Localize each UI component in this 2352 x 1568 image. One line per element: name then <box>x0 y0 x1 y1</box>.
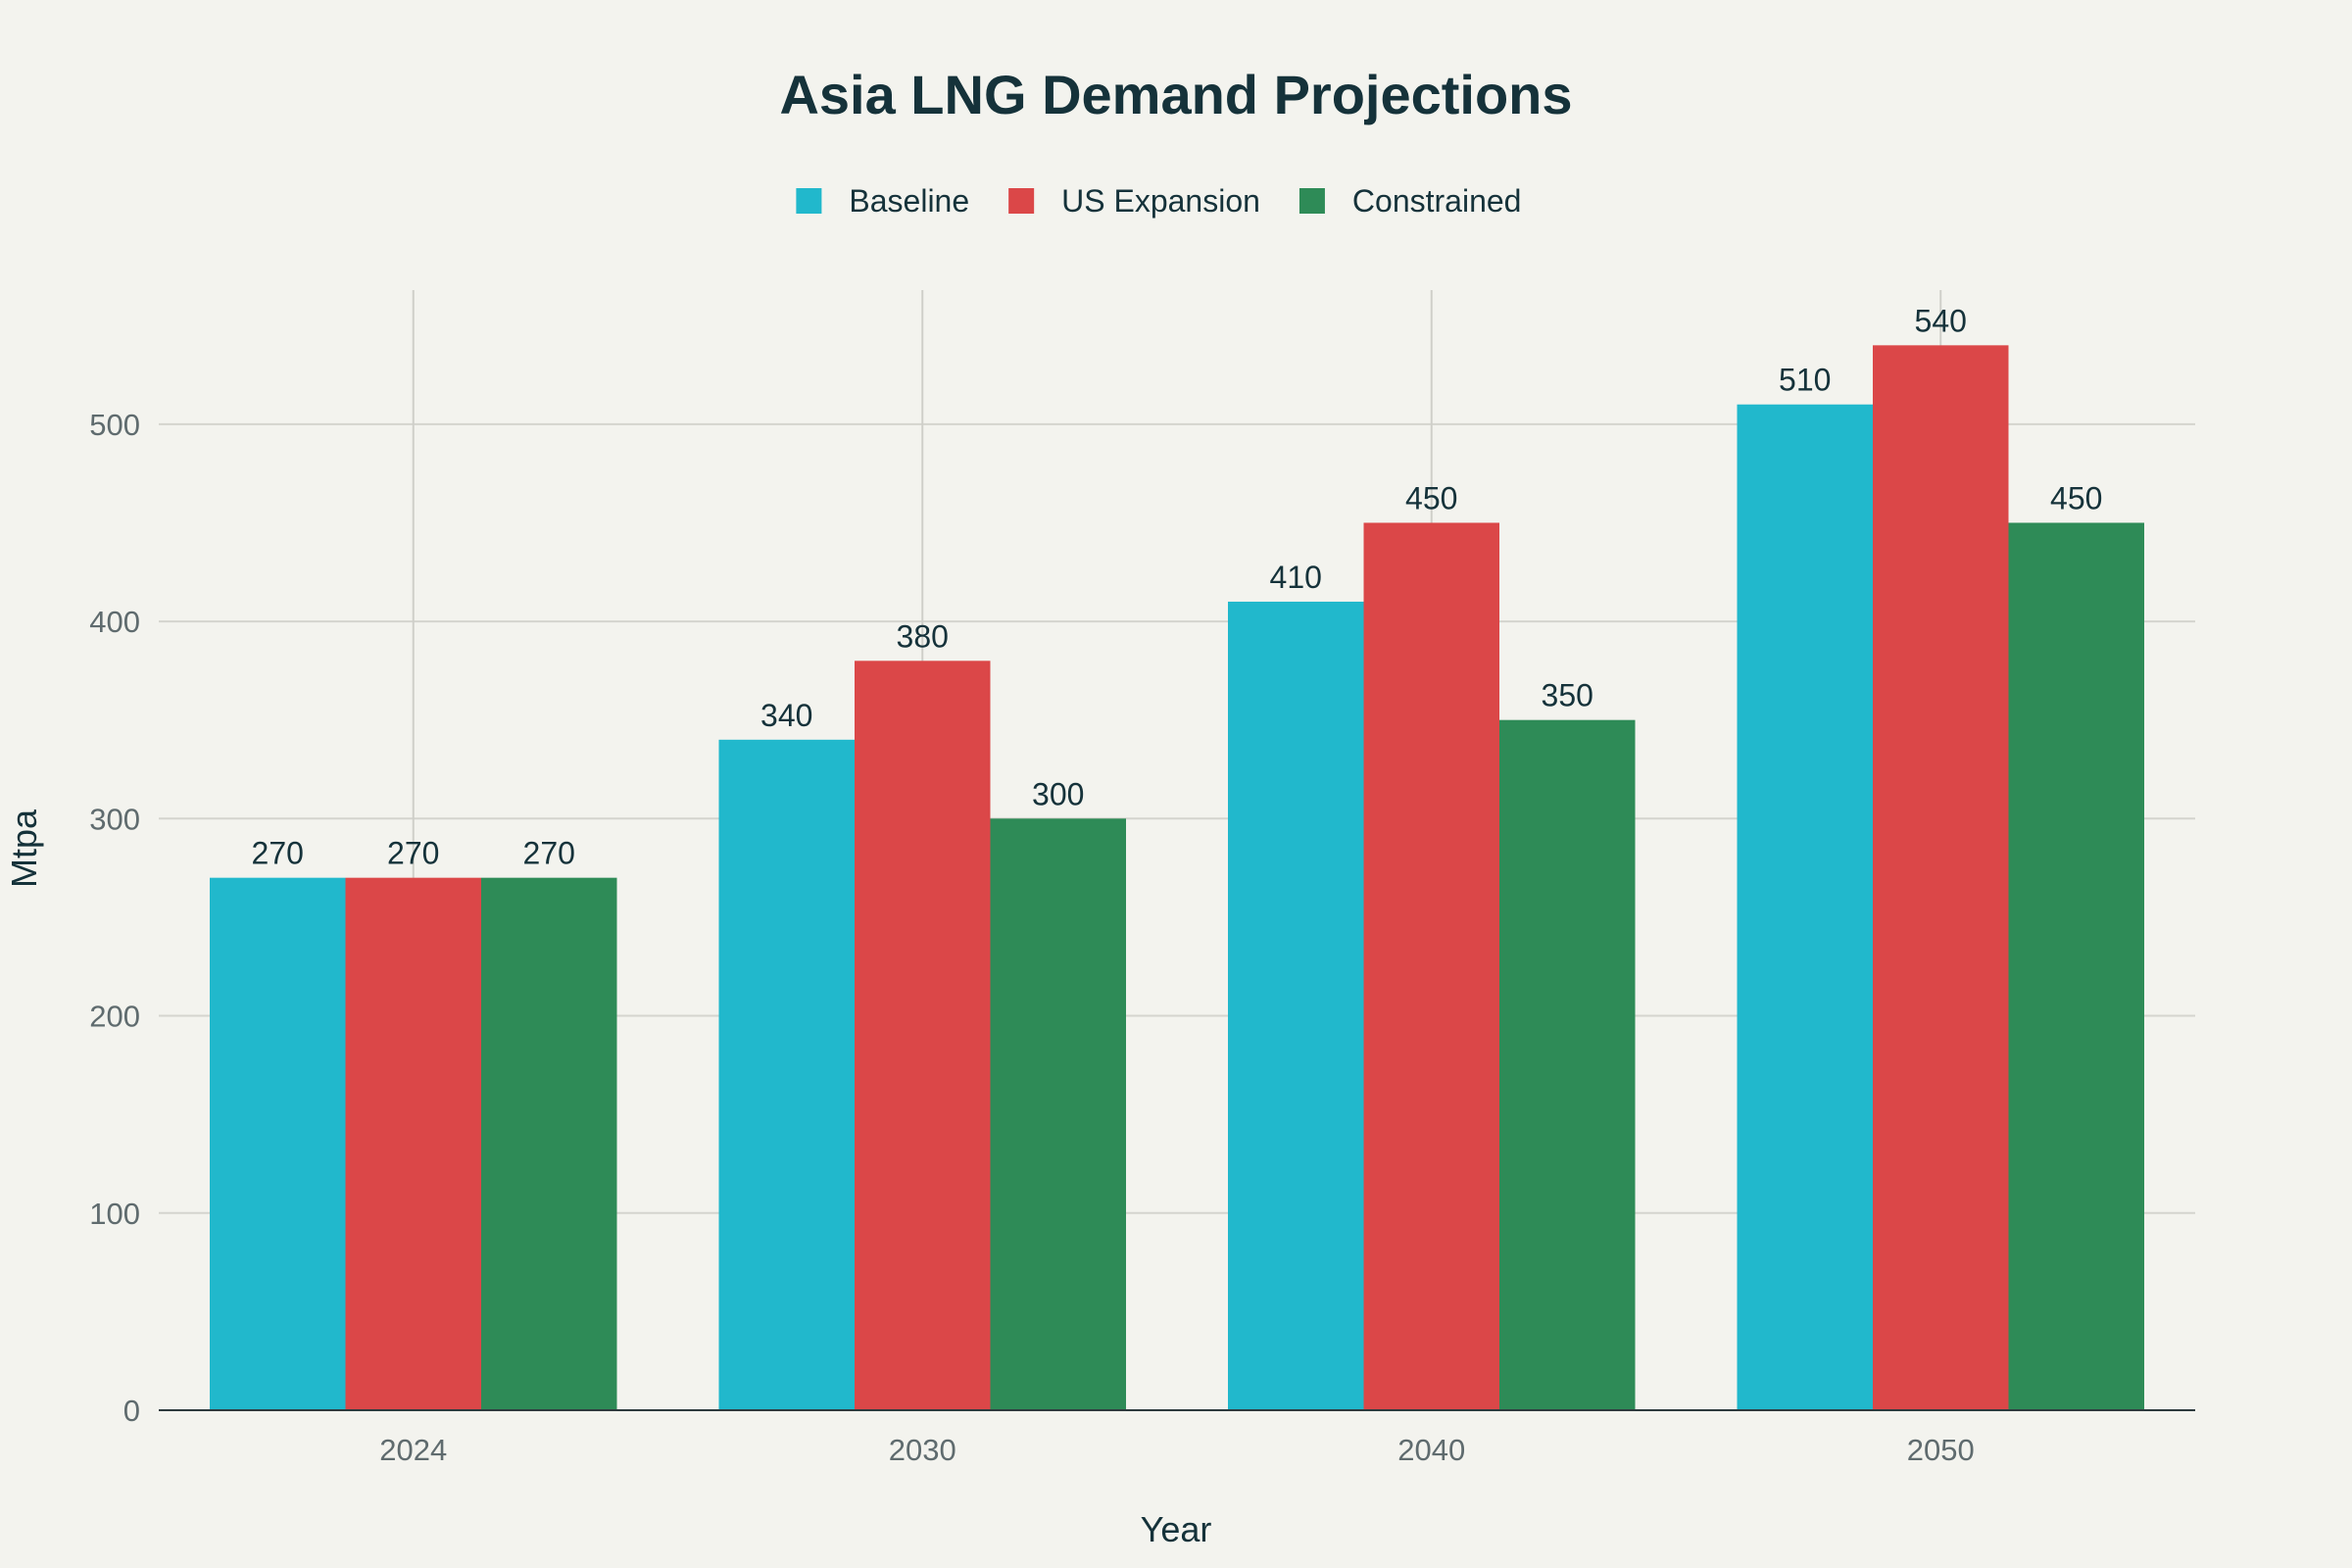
data-labels: 270 270 270 340 380 300 410 450 350 510 540 450 <box>252 303 2103 870</box>
x-axis-title: Year <box>1141 1509 1212 1549</box>
legend-label: Constrained <box>1352 183 1522 219</box>
data-label: 450 <box>2050 480 2102 515</box>
data-label: 510 <box>1779 363 1831 398</box>
y-tick-label: 0 <box>123 1394 140 1428</box>
x-tick-label: 2030 <box>889 1433 956 1467</box>
data-label: 540 <box>1915 303 1967 338</box>
y-tick-label: 400 <box>89 605 140 639</box>
bar-constrained-2050 <box>2008 522 2144 1410</box>
bar-constrained-2024 <box>481 877 617 1410</box>
bar-us-expansion-2030 <box>855 661 991 1410</box>
bar-baseline-2050 <box>1737 404 1873 1410</box>
bar-us-expansion-2050 <box>1873 345 2009 1410</box>
data-label: 270 <box>523 836 575 871</box>
bar-us-expansion-2040 <box>1363 522 1499 1410</box>
data-label: 380 <box>897 618 949 654</box>
y-tick-label: 100 <box>89 1197 140 1231</box>
data-label: 340 <box>760 698 812 733</box>
y-tick-label: 300 <box>89 802 140 836</box>
legend-swatch <box>1008 188 1035 214</box>
y-tick-label: 200 <box>89 1000 140 1034</box>
legend-swatch <box>796 188 822 214</box>
x-tick-label: 2040 <box>1397 1433 1465 1467</box>
legend-item-baseline[interactable]: Baseline <box>796 183 969 219</box>
legend: Baseline US Expansion Constrained <box>796 183 1521 219</box>
bar-baseline-2040 <box>1228 601 1364 1410</box>
data-label: 410 <box>1270 560 1322 595</box>
legend-label: Baseline <box>849 183 969 219</box>
y-axis-title: Mtpa <box>4 808 44 888</box>
y-tick-label: 500 <box>89 408 140 442</box>
legend-item-constrained[interactable]: Constrained <box>1298 183 1522 219</box>
bars <box>210 345 2144 1410</box>
data-label: 300 <box>1032 776 1084 811</box>
data-label: 450 <box>1405 480 1457 515</box>
data-label: 270 <box>387 836 439 871</box>
data-label: 270 <box>252 836 304 871</box>
legend-item-us-expansion[interactable]: US Expansion <box>1008 183 1260 219</box>
legend-swatch <box>1298 188 1325 214</box>
bar-us-expansion-2024 <box>345 877 481 1410</box>
x-tick-label: 2024 <box>379 1433 447 1467</box>
bar-constrained-2040 <box>1499 719 1636 1410</box>
axes: 0 100 200 300 400 500 2024 2030 2040 2050 <box>89 408 2195 1467</box>
x-tick-label: 2050 <box>1907 1433 1975 1467</box>
chart-title: Asia LNG Demand Projections <box>779 64 1572 125</box>
bar-baseline-2024 <box>210 877 346 1410</box>
legend-label: US Expansion <box>1061 183 1260 219</box>
data-label: 350 <box>1542 678 1593 713</box>
bar-constrained-2030 <box>990 818 1126 1410</box>
bar-baseline-2030 <box>718 739 855 1410</box>
